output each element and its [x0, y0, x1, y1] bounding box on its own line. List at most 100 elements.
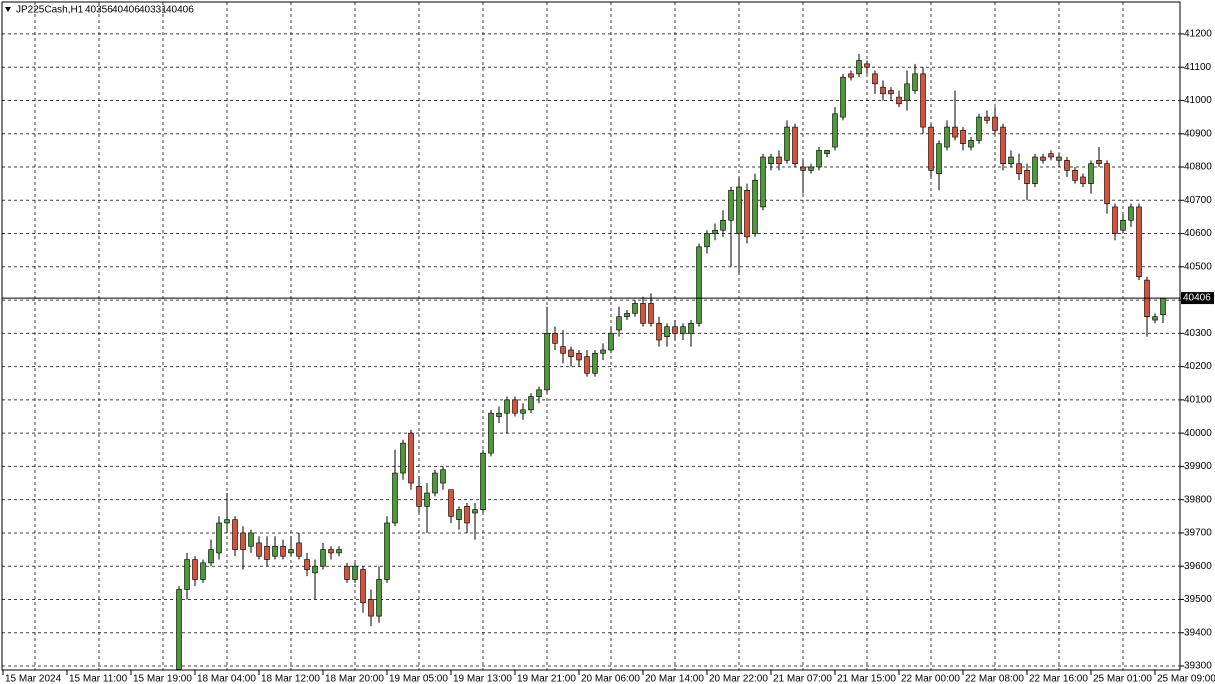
candle-body — [240, 532, 246, 550]
candle-body — [904, 83, 910, 101]
candle-body — [264, 545, 270, 560]
y-tick-label: 41200 — [1184, 29, 1212, 40]
x-tick-label: 19 Mar 13:00 — [453, 674, 512, 684]
candle-body — [1112, 206, 1118, 234]
x-tick-label: 19 Mar 05:00 — [389, 674, 448, 684]
candle-body — [696, 246, 702, 324]
candle-body — [496, 412, 502, 417]
candle-body — [640, 303, 646, 324]
candle-body — [960, 130, 966, 145]
menu-arrow[interactable] — [5, 7, 11, 12]
y-tick-label: 40600 — [1184, 228, 1212, 239]
current-price-box — [1181, 292, 1214, 305]
x-tick-label: 20 Mar 06:00 — [581, 674, 640, 684]
candle-body — [1160, 297, 1166, 316]
candle-body — [1096, 160, 1102, 164]
candle-body — [400, 442, 406, 474]
plot-border — [1, 1, 1181, 671]
candle-body — [512, 399, 518, 414]
y-tick-label: 39800 — [1184, 494, 1212, 505]
candle-body — [720, 219, 726, 231]
candle-body — [976, 116, 982, 141]
y-tick-label: 40900 — [1184, 128, 1212, 139]
candle-body — [792, 126, 798, 164]
candle-body — [416, 486, 422, 507]
candle-body — [968, 140, 974, 148]
candle-body — [376, 579, 382, 617]
y-tick-label: 39500 — [1184, 594, 1212, 605]
candle-body — [1136, 206, 1142, 278]
candle-body — [824, 150, 830, 154]
candle-body — [344, 565, 350, 580]
candle-body — [1088, 163, 1094, 184]
candle-body — [304, 559, 310, 570]
candle-body — [688, 323, 694, 334]
current-price-label: 40406 — [1183, 293, 1211, 304]
y-tick-label: 40800 — [1184, 162, 1212, 173]
candle-body — [528, 396, 534, 411]
candle-body — [816, 150, 822, 168]
candle-body — [256, 542, 262, 557]
y-tick-label: 39400 — [1184, 627, 1212, 638]
y-tick-label: 40200 — [1184, 361, 1212, 372]
candle-body — [176, 589, 182, 670]
candle-body — [480, 452, 486, 510]
candle-body — [448, 489, 454, 517]
candle-body — [1032, 156, 1038, 184]
x-tick-label: 15 Mar 2024 — [5, 674, 62, 684]
candle-body — [992, 116, 998, 131]
candle-body — [1072, 170, 1078, 181]
candle-body — [424, 492, 430, 507]
candle-body — [296, 542, 302, 557]
candle-body — [488, 412, 494, 454]
y-tick-label: 40300 — [1184, 328, 1212, 339]
candle-body — [680, 326, 686, 334]
candle-body — [920, 73, 926, 128]
candle-body — [232, 519, 238, 550]
candle-body — [808, 166, 814, 171]
y-tick-label: 41100 — [1184, 62, 1212, 73]
candle-body — [248, 532, 254, 547]
candle-body — [1056, 156, 1062, 161]
candle-body — [616, 316, 622, 331]
candle-body — [600, 349, 606, 354]
candle-body — [736, 186, 742, 234]
x-tick-label: 20 Mar 22:00 — [709, 674, 768, 684]
candle-body — [280, 545, 286, 557]
y-tick-label: 40500 — [1184, 261, 1212, 272]
x-tick-label: 18 Mar 12:00 — [261, 674, 320, 684]
candle-body — [768, 156, 774, 164]
candle-body — [1048, 153, 1054, 158]
candle-body — [312, 565, 318, 574]
candle-body — [624, 313, 630, 318]
candle-body — [1120, 219, 1126, 231]
candle-body — [552, 333, 558, 344]
candle-body — [664, 326, 670, 337]
y-tick-label: 40000 — [1184, 428, 1212, 439]
candle-body — [592, 352, 598, 374]
candle-body — [728, 189, 734, 221]
candle-body — [456, 509, 462, 520]
axes: 39300 39400 39500 39600 39700 39800 39900 40000… — [2, 29, 1215, 684]
candle-body — [944, 126, 950, 148]
candle-body — [216, 522, 222, 554]
close-value: 40406 — [166, 5, 194, 16]
candle-body — [848, 73, 854, 78]
candle-body — [1016, 163, 1022, 174]
candle-body — [288, 549, 294, 554]
candle-body — [576, 352, 582, 361]
candle-body — [896, 96, 902, 105]
candle-body — [224, 519, 230, 524]
candle-body — [336, 549, 342, 554]
y-tick-label: 39300 — [1184, 661, 1212, 672]
candle-body — [352, 565, 358, 580]
candle-body — [272, 545, 278, 557]
candle-body — [912, 73, 918, 91]
candle-body — [1024, 170, 1030, 184]
x-tick-label: 19 Mar 21:00 — [517, 674, 576, 684]
candle-body — [1152, 316, 1158, 321]
candle-body — [1128, 206, 1134, 221]
candle-body — [832, 113, 838, 148]
